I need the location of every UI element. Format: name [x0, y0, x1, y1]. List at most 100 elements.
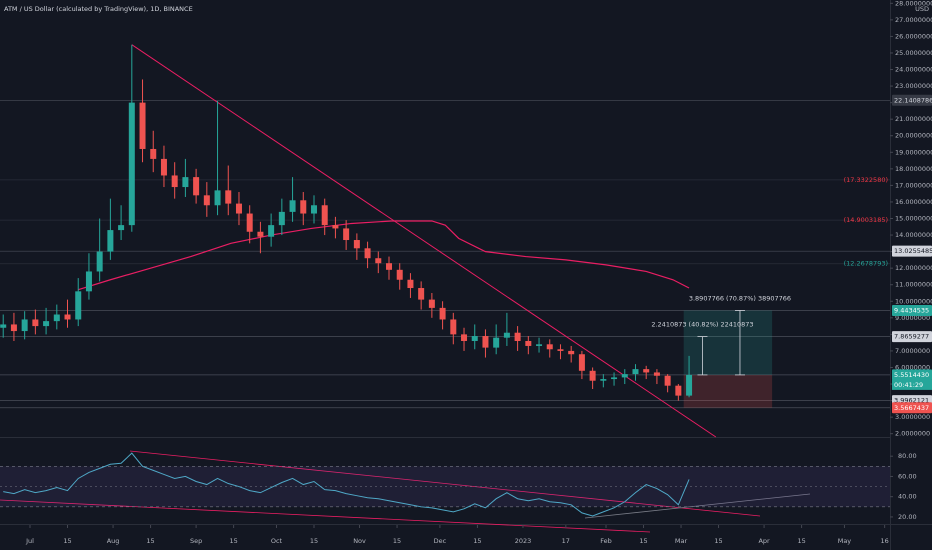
candle-body: [182, 177, 189, 188]
y-tick-label: 80.00: [898, 452, 917, 460]
x-tick-label: 15: [63, 537, 71, 545]
y-tick-label: 16.0000000: [895, 198, 932, 206]
x-tick-label: Dec: [434, 537, 447, 545]
y-tick-label: 11.0000000: [895, 281, 932, 289]
price-label-box: [892, 245, 932, 257]
candle-body: [621, 374, 628, 378]
candle-body: [332, 225, 339, 229]
candle-body: [32, 319, 39, 327]
x-tick-label: Jul: [25, 537, 34, 545]
candle-body: [514, 332, 521, 341]
y-tick-label: 18.0000000: [895, 165, 932, 173]
x-tick-label: 15: [473, 537, 481, 545]
x-tick-label: 17: [562, 537, 570, 545]
y-tick-label: 21.0000000: [895, 115, 932, 123]
candle-body: [75, 291, 82, 320]
candle-body: [632, 369, 639, 375]
candle-body: [118, 225, 125, 231]
y-tick-label: 12.0000000: [895, 264, 932, 272]
x-tick-label: 16: [881, 537, 889, 545]
x-tick-label: Aug: [107, 537, 120, 545]
x-tick-label: May: [838, 537, 852, 545]
candle-body: [128, 102, 135, 226]
candle-body: [321, 205, 328, 226]
candle-body: [578, 354, 585, 371]
x-tick-label: Mar: [675, 537, 688, 545]
countdown: 00:41:29: [894, 381, 923, 389]
candle-body: [203, 195, 210, 206]
y-tick-label: 15.0000000: [895, 215, 932, 223]
candle-body: [503, 332, 510, 338]
x-tick-label: 15: [714, 537, 722, 545]
candle-body: [407, 279, 414, 289]
price-label-box: [892, 94, 932, 106]
candle-body: [21, 319, 28, 332]
y-tick-label: 24.0000000: [895, 66, 932, 74]
candle-body: [235, 203, 242, 214]
candle-body: [493, 337, 500, 348]
price-label-box: [892, 402, 932, 414]
price-label: 22.1408786: [894, 96, 932, 104]
candle-body: [193, 177, 200, 196]
candle-body: [278, 211, 285, 226]
price-label: 3.5667437: [894, 404, 929, 412]
y-tick-label: 20.0000000: [895, 132, 932, 140]
candle-body: [214, 190, 221, 206]
candle-body: [257, 231, 264, 237]
candle-body: [171, 175, 178, 188]
rsi-trendline: [584, 493, 811, 519]
y-tick-label: 28.0000000: [895, 0, 932, 7]
candle-body: [557, 349, 564, 351]
candle-body: [589, 370, 596, 381]
candle-body: [0, 324, 7, 328]
candle-body: [568, 350, 575, 355]
x-tick-label: 15: [393, 537, 401, 545]
candle-body: [439, 307, 446, 320]
candle-body: [96, 251, 103, 272]
candle-body: [246, 213, 253, 232]
x-tick-label: 2023: [515, 537, 532, 545]
candle-body: [664, 375, 671, 386]
candle-body: [353, 240, 360, 249]
candle-body: [160, 158, 167, 176]
price-label: 9.4434535: [894, 306, 929, 314]
price-label: 5.5514430: [894, 371, 929, 379]
x-tick-label: 15: [229, 537, 237, 545]
y-tick-label: 19.0000000: [895, 148, 932, 156]
price-label: 13.0255485: [894, 247, 932, 255]
candle-body: [643, 369, 650, 373]
price-label: (14.9003185): [844, 216, 888, 224]
y-tick-label: 20.00: [898, 513, 917, 521]
moving-average: [78, 220, 690, 291]
measure-label: 2.2410873 (40.82%) 22410873: [651, 321, 753, 329]
rsi-trendline: [0, 499, 651, 533]
x-tick-label: Apr: [758, 537, 770, 545]
y-tick-label: 27.0000000: [895, 16, 932, 24]
candle-body: [53, 314, 60, 322]
candle-body: [364, 248, 371, 259]
y-tick-label: 9.0000000: [895, 314, 930, 322]
candle-body: [600, 379, 607, 381]
candle-body: [428, 299, 435, 308]
candle-body: [418, 288, 425, 300]
candle-body: [482, 336, 489, 348]
candle-body: [611, 377, 618, 380]
candle-body: [471, 336, 478, 341]
candle-body: [268, 225, 275, 237]
candle-body: [85, 271, 92, 292]
candle-body: [289, 200, 296, 212]
candle-body: [64, 314, 71, 320]
price-label: (12.2678793): [844, 260, 888, 268]
candle-body: [10, 324, 17, 332]
y-tick-label: 14.0000000: [895, 231, 932, 239]
price-label-box: [892, 369, 932, 381]
position-profit: [683, 310, 773, 375]
y-tick-label: 10.0000000: [895, 297, 932, 305]
x-tick-label: 15: [310, 537, 318, 545]
y-tick-label: 2.0000000: [895, 430, 930, 438]
x-tick-label: 15: [639, 537, 647, 545]
rsi-line: [3, 452, 690, 517]
price-label: 3.9962121: [894, 397, 929, 405]
